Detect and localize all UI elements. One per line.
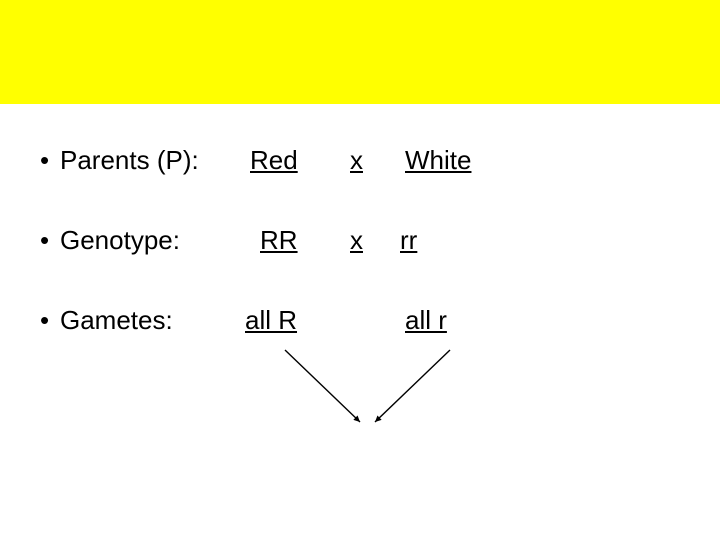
gamete-arrows (250, 342, 480, 432)
row-parents: • Parents (P): Red x White (0, 145, 720, 185)
parents-right: White (405, 145, 471, 176)
parents-left: Red (250, 145, 298, 176)
slide: • Parents (P): Red x White • Genotype: R… (0, 0, 720, 540)
bullet-parents: • (40, 145, 49, 176)
parents-cross: x (350, 145, 363, 176)
arrows-svg (250, 342, 480, 432)
label-gametes: Gametes: (60, 305, 173, 336)
bullet-genotype: • (40, 225, 49, 256)
row-genotype: • Genotype: RR x rr (0, 225, 720, 265)
gametes-right: all r (405, 305, 447, 336)
label-genotype: Genotype: (60, 225, 180, 256)
genotype-left: RR (260, 225, 298, 256)
bullet-gametes: • (40, 305, 49, 336)
title-band (0, 0, 720, 104)
gametes-left: all R (245, 305, 297, 336)
genotype-right: rr (400, 225, 417, 256)
row-gametes: • Gametes: all R all r (0, 305, 720, 345)
label-parents: Parents (P): (60, 145, 199, 176)
genotype-cross: x (350, 225, 363, 256)
